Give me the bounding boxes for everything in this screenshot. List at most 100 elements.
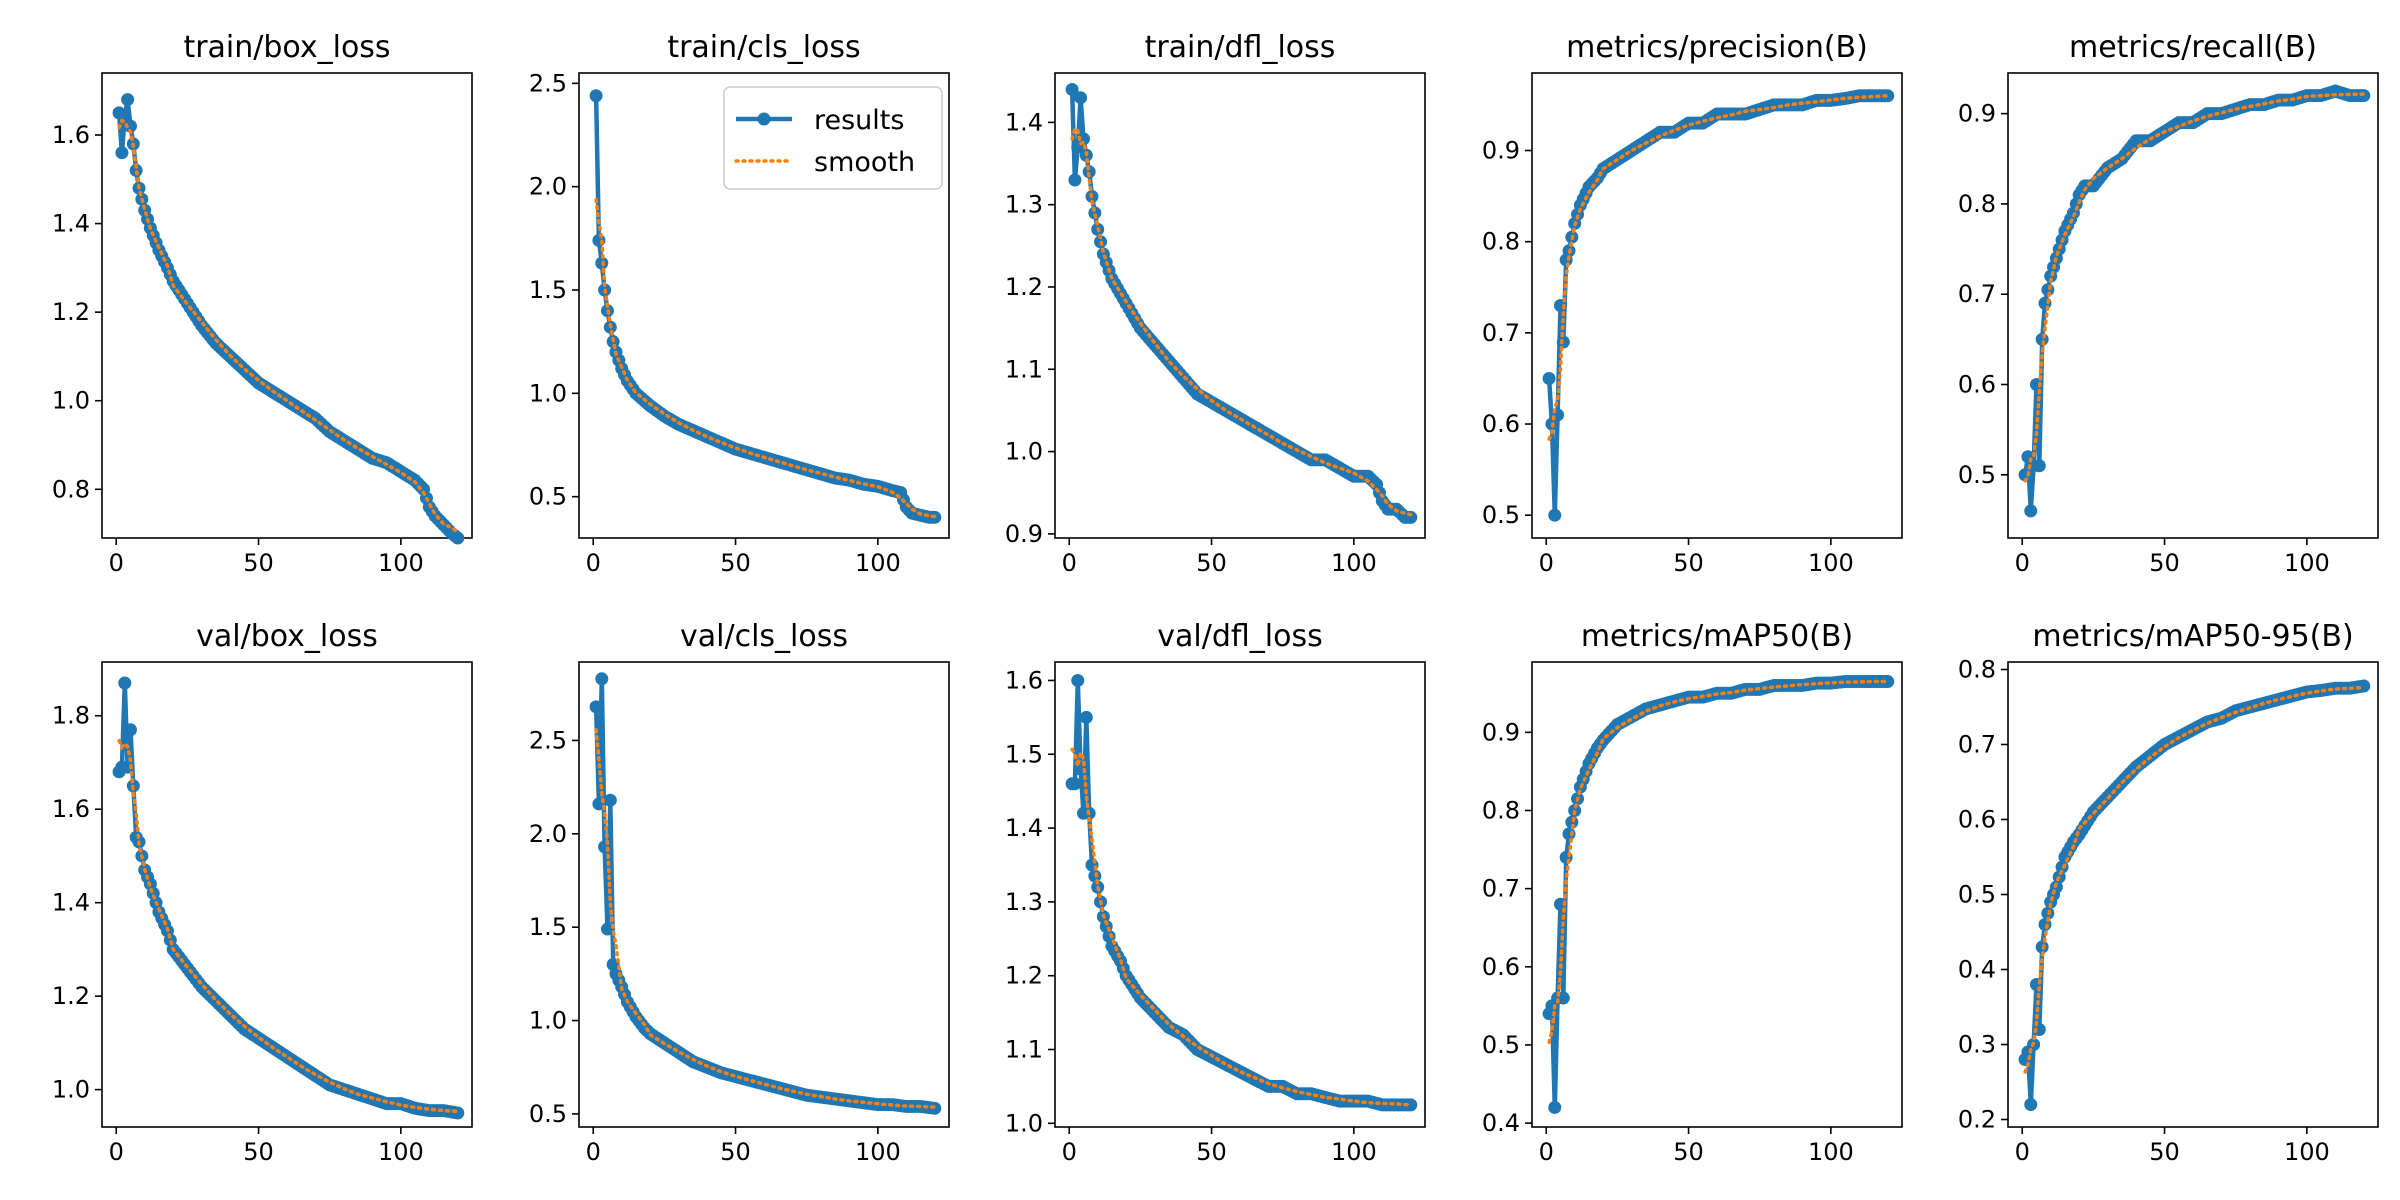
results-point <box>589 89 603 103</box>
x-tick-label: 50 <box>243 1138 274 1166</box>
y-tick-label: 0.8 <box>1958 656 1996 684</box>
legend-label-results: results <box>814 105 904 136</box>
x-tick-label: 100 <box>855 549 901 577</box>
results-point <box>592 233 606 247</box>
subplot-8: val/dfl_loss 0 50 100 1.0 1.1 1.2 1.3 1.4 1.5 1.6 <box>1005 619 1426 1166</box>
results-point <box>123 723 137 737</box>
y-tick-label: 1.2 <box>52 298 90 326</box>
results-series-line <box>1546 93 1888 518</box>
smooth-series-line <box>2023 92 2366 483</box>
results-point <box>2032 459 2046 473</box>
y-tick-label: 1.4 <box>1005 108 1043 136</box>
results-markers <box>1065 673 1418 1112</box>
y-tick-label: 0.7 <box>1958 280 1996 308</box>
subplot-title: metrics/recall(B) <box>2069 30 2317 65</box>
y-tick-label: 0.5 <box>1482 501 1520 529</box>
legend-label-smooth: smooth <box>814 147 915 178</box>
y-tick-label: 0.6 <box>1482 410 1520 438</box>
smooth-series-line <box>1070 747 1413 1107</box>
results-point <box>1102 929 1116 943</box>
results-markers <box>1065 82 1418 524</box>
y-tick-label: 0.7 <box>1482 875 1520 903</box>
x-tick-label: 50 <box>720 1138 751 1166</box>
y-tick-label: 1.3 <box>1005 191 1043 219</box>
subplot-10: metrics/mAP50-95(B) 0 50 100 0.2 0.3 0.4 0.5 0.6… <box>1958 619 2379 1166</box>
x-tick-label: 0 <box>1539 1138 1554 1166</box>
subplot-1: train/box_loss 0 50 100 0.8 1.0 1.2 1.4 1.6 <box>52 30 473 577</box>
results-markers <box>112 93 465 545</box>
y-tick-label: 0.5 <box>1958 461 1996 489</box>
y-tick-label: 1.5 <box>1005 740 1043 768</box>
axes-frame <box>1054 72 1426 539</box>
y-tick-label: 2.0 <box>529 820 567 848</box>
results-point <box>1068 777 1082 791</box>
y-tick-label: 1.2 <box>52 982 90 1010</box>
y-tick-label: 0.8 <box>1482 796 1520 824</box>
subplot-title: train/cls_loss <box>667 30 860 65</box>
results-series-line <box>2022 88 2364 514</box>
results-series-line <box>1072 678 1411 1108</box>
x-tick-label: 50 <box>1673 549 1704 577</box>
results-point <box>1068 173 1082 187</box>
x-tick-label: 100 <box>1808 549 1854 577</box>
y-tick-label: 0.8 <box>52 475 90 503</box>
results-markers <box>112 676 465 1120</box>
x-tick-label: 50 <box>2149 549 2180 577</box>
smooth-series-line <box>594 198 937 519</box>
y-tick-label: 1.0 <box>52 387 90 415</box>
x-tick-label: 50 <box>1673 1138 1704 1166</box>
x-tick-label: 0 <box>586 1138 601 1166</box>
subplot-title: train/dfl_loss <box>1145 30 1336 65</box>
subplot-5: metrics/recall(B) 0 50 100 0.5 0.6 0.7 0.8 0.9 <box>1958 30 2379 577</box>
y-tick-label: 1.4 <box>1005 814 1043 842</box>
y-tick-label: 0.8 <box>1482 228 1520 256</box>
results-point <box>1082 165 1096 179</box>
y-tick-label: 0.6 <box>1482 953 1520 981</box>
y-tick-label: 2.5 <box>529 69 567 97</box>
y-tick-label: 0.3 <box>1958 1031 1996 1059</box>
subplot-2: train/cls_loss 0 50 100 0.5 1.0 1.5 2.0 2.5 resul… <box>529 30 950 577</box>
y-tick-label: 0.4 <box>1958 956 1996 984</box>
smooth-series-line <box>2023 685 2366 1074</box>
smooth-series-line <box>1070 125 1413 517</box>
y-tick-label: 2.0 <box>529 173 567 201</box>
x-tick-label: 50 <box>1196 1138 1227 1166</box>
results-point <box>1404 1098 1418 1112</box>
axes-frame <box>1531 72 1903 539</box>
y-tick-label: 0.5 <box>1482 1031 1520 1059</box>
y-tick-label: 1.3 <box>1005 888 1043 916</box>
subplot-9: metrics/mAP50(B) 0 50 100 0.4 0.5 0.6 0.7 0.8 0.9 <box>1482 619 1903 1166</box>
y-tick-label: 0.6 <box>1958 806 1996 834</box>
results-point <box>1881 675 1895 689</box>
subplot-title: val/box_loss <box>196 619 378 654</box>
y-tick-label: 0.9 <box>1005 520 1043 548</box>
y-tick-label: 0.5 <box>1958 881 1996 909</box>
results-point <box>598 840 612 854</box>
x-tick-label: 50 <box>720 549 751 577</box>
y-tick-label: 0.5 <box>529 1100 567 1128</box>
x-tick-label: 0 <box>109 549 124 577</box>
subplot-title: train/box_loss <box>183 30 390 65</box>
axes-frame <box>1054 661 1426 1128</box>
x-tick-label: 100 <box>1808 1138 1854 1166</box>
y-tick-label: 0.9 <box>1482 718 1520 746</box>
legend-box <box>723 86 943 190</box>
results-markers <box>2018 84 2371 518</box>
subplot-3: train/dfl_loss 0 50 100 0.9 1.0 1.1 1.2 1.3 1.4 <box>1005 30 1426 577</box>
results-point <box>1562 827 1576 841</box>
y-tick-label: 1.0 <box>1005 1109 1043 1137</box>
y-tick-label: 2.5 <box>529 726 567 754</box>
y-tick-label: 0.4 <box>1482 1109 1520 1137</box>
smooth-series-line <box>594 728 937 1109</box>
x-tick-label: 0 <box>2015 1138 2030 1166</box>
results-point <box>603 793 617 807</box>
y-tick-label: 1.6 <box>52 795 90 823</box>
results-markers <box>1542 89 1895 522</box>
results-series-line <box>117 680 459 1116</box>
y-tick-label: 1.6 <box>1005 666 1043 694</box>
y-tick-label: 1.5 <box>529 913 567 941</box>
results-series-line <box>593 676 936 1111</box>
y-tick-label: 1.5 <box>529 276 567 304</box>
x-tick-label: 0 <box>1062 549 1077 577</box>
